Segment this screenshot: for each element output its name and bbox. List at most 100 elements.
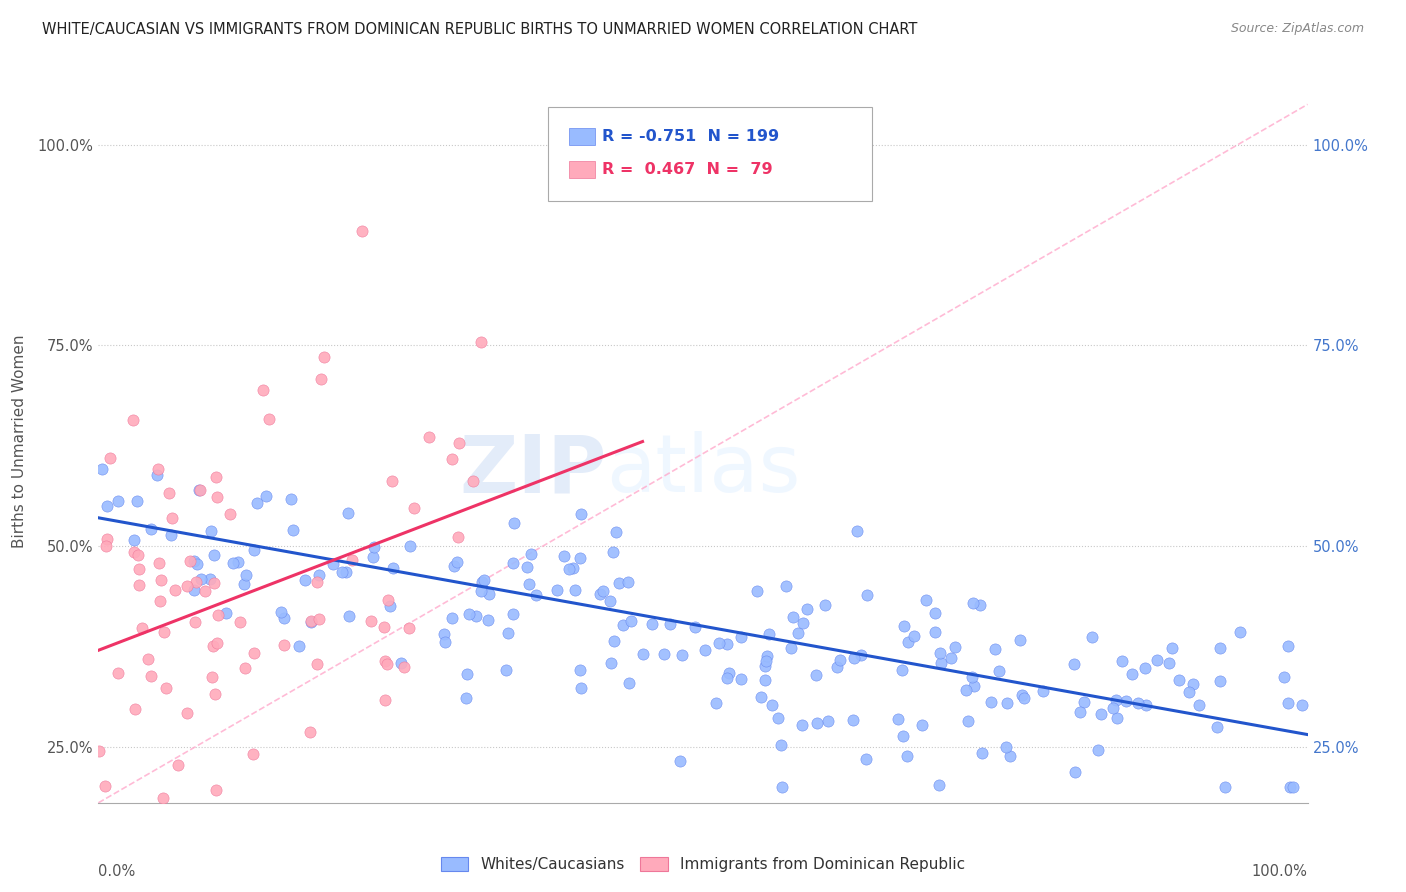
- Point: [204, 687, 226, 701]
- Point: [165, 582, 187, 597]
- Point: [226, 555, 249, 569]
- Point: [851, 648, 873, 662]
- Point: [845, 524, 868, 539]
- Point: [568, 550, 591, 565]
- Text: ZIP: ZIP: [458, 432, 606, 509]
- Point: [298, 724, 321, 739]
- Point: [792, 718, 814, 732]
- Point: [718, 665, 741, 680]
- Point: [176, 706, 198, 720]
- Point: [1069, 705, 1091, 719]
- Point: [1291, 698, 1313, 712]
- Point: [924, 606, 946, 620]
- Point: [377, 657, 399, 672]
- Point: [90, 462, 112, 476]
- Point: [330, 565, 353, 579]
- Point: [124, 702, 146, 716]
- Point: [589, 587, 612, 601]
- Point: [197, 860, 219, 874]
- Point: [122, 413, 145, 427]
- Point: [1277, 640, 1299, 654]
- Point: [980, 695, 1002, 709]
- Point: [228, 615, 250, 629]
- Point: [183, 582, 205, 597]
- Point: [1111, 655, 1133, 669]
- Point: [855, 752, 877, 766]
- Point: [373, 620, 395, 634]
- Point: [669, 754, 692, 768]
- Point: [995, 739, 1018, 754]
- Point: [561, 561, 583, 575]
- Point: [617, 675, 640, 690]
- Point: [167, 758, 190, 772]
- Point: [470, 334, 492, 349]
- Point: [204, 783, 226, 797]
- Point: [842, 650, 865, 665]
- Point: [1206, 720, 1229, 734]
- Point: [564, 582, 586, 597]
- Point: [1126, 696, 1149, 710]
- Point: [929, 646, 952, 660]
- Point: [201, 639, 224, 653]
- Point: [792, 616, 814, 631]
- Point: [612, 617, 634, 632]
- Point: [553, 549, 575, 564]
- Point: [273, 638, 295, 652]
- Point: [962, 596, 984, 610]
- Point: [233, 661, 256, 675]
- Point: [301, 615, 323, 629]
- Point: [270, 605, 292, 619]
- Text: atlas: atlas: [606, 432, 800, 509]
- Point: [1011, 689, 1033, 703]
- Point: [188, 483, 211, 497]
- Y-axis label: Births to Unmarried Women: Births to Unmarried Women: [11, 334, 27, 549]
- Point: [94, 540, 117, 554]
- Point: [609, 576, 631, 591]
- Point: [340, 553, 363, 567]
- Point: [235, 567, 257, 582]
- Point: [806, 715, 828, 730]
- Point: [456, 691, 478, 706]
- Point: [972, 746, 994, 760]
- Point: [98, 450, 121, 465]
- Point: [517, 576, 540, 591]
- Point: [671, 648, 693, 663]
- Point: [1121, 666, 1143, 681]
- Point: [222, 556, 245, 570]
- Point: [1167, 673, 1189, 687]
- Point: [1213, 780, 1236, 794]
- Point: [243, 543, 266, 558]
- Point: [754, 673, 776, 687]
- Point: [360, 615, 382, 629]
- Point: [929, 656, 952, 670]
- Point: [747, 584, 769, 599]
- Point: [107, 666, 129, 681]
- Point: [373, 693, 395, 707]
- Point: [446, 556, 468, 570]
- Point: [1178, 685, 1201, 699]
- Point: [315, 835, 337, 849]
- Point: [478, 587, 501, 601]
- Point: [1161, 641, 1184, 656]
- Point: [294, 573, 316, 587]
- Point: [605, 525, 627, 540]
- Point: [198, 572, 221, 586]
- Point: [592, 584, 614, 599]
- Point: [707, 635, 730, 649]
- Point: [389, 657, 412, 671]
- Point: [440, 451, 463, 466]
- Point: [183, 554, 205, 568]
- Point: [307, 657, 329, 671]
- Point: [817, 714, 839, 728]
- Text: R =  0.467  N =  79: R = 0.467 N = 79: [602, 162, 772, 177]
- Point: [1010, 633, 1032, 648]
- Point: [418, 430, 440, 444]
- Point: [998, 749, 1021, 764]
- Point: [139, 669, 162, 683]
- Point: [695, 643, 717, 657]
- Point: [273, 611, 295, 625]
- Point: [131, 621, 153, 635]
- Point: [242, 747, 264, 761]
- Point: [200, 524, 222, 538]
- Point: [190, 572, 212, 586]
